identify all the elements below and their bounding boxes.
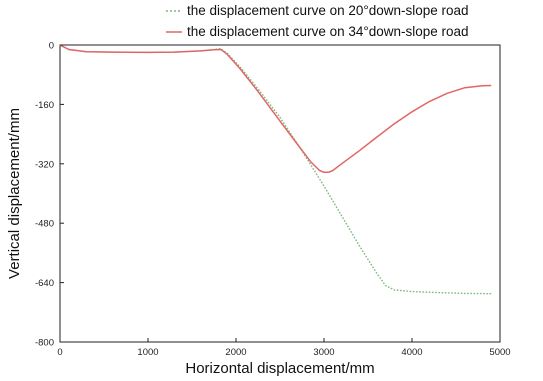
y-tick-label: -480 <box>35 219 54 230</box>
legend-label-1: the displacement curve on 20°down-slope … <box>187 3 469 18</box>
x-axis: 0 1000 2000 3000 4000 5000 <box>57 338 511 358</box>
legend: the displacement curve on 20°down-slope … <box>166 3 469 39</box>
y-tick-label: 0 <box>49 41 54 52</box>
x-axis-title: Horizontal displacement/mm <box>185 360 374 377</box>
x-tick-label: 2000 <box>225 347 246 358</box>
y-tick-label: -160 <box>35 100 54 111</box>
y-tick-label: -640 <box>35 278 54 289</box>
x-tick-label: 5000 <box>489 347 510 358</box>
x-tick-label: 1000 <box>137 347 158 358</box>
legend-label-2: the displacement curve on 34°down-slope … <box>187 24 469 39</box>
plot-area <box>59 44 501 343</box>
plot-frame <box>59 44 501 343</box>
x-tick-label: 3000 <box>313 347 334 358</box>
y-axis-title: Vertical displacement/mm <box>6 108 23 279</box>
x-tick-label: 4000 <box>401 347 422 358</box>
series-layer <box>59 44 492 295</box>
x-tick-label: 0 <box>57 347 62 358</box>
y-axis: 0 -160 -320 -480 -640 -800 <box>35 41 64 349</box>
series-line-2 <box>59 44 492 174</box>
y-tick-label: -320 <box>35 159 54 170</box>
series-line-1 <box>59 44 492 295</box>
y-tick-label: -800 <box>35 338 54 349</box>
